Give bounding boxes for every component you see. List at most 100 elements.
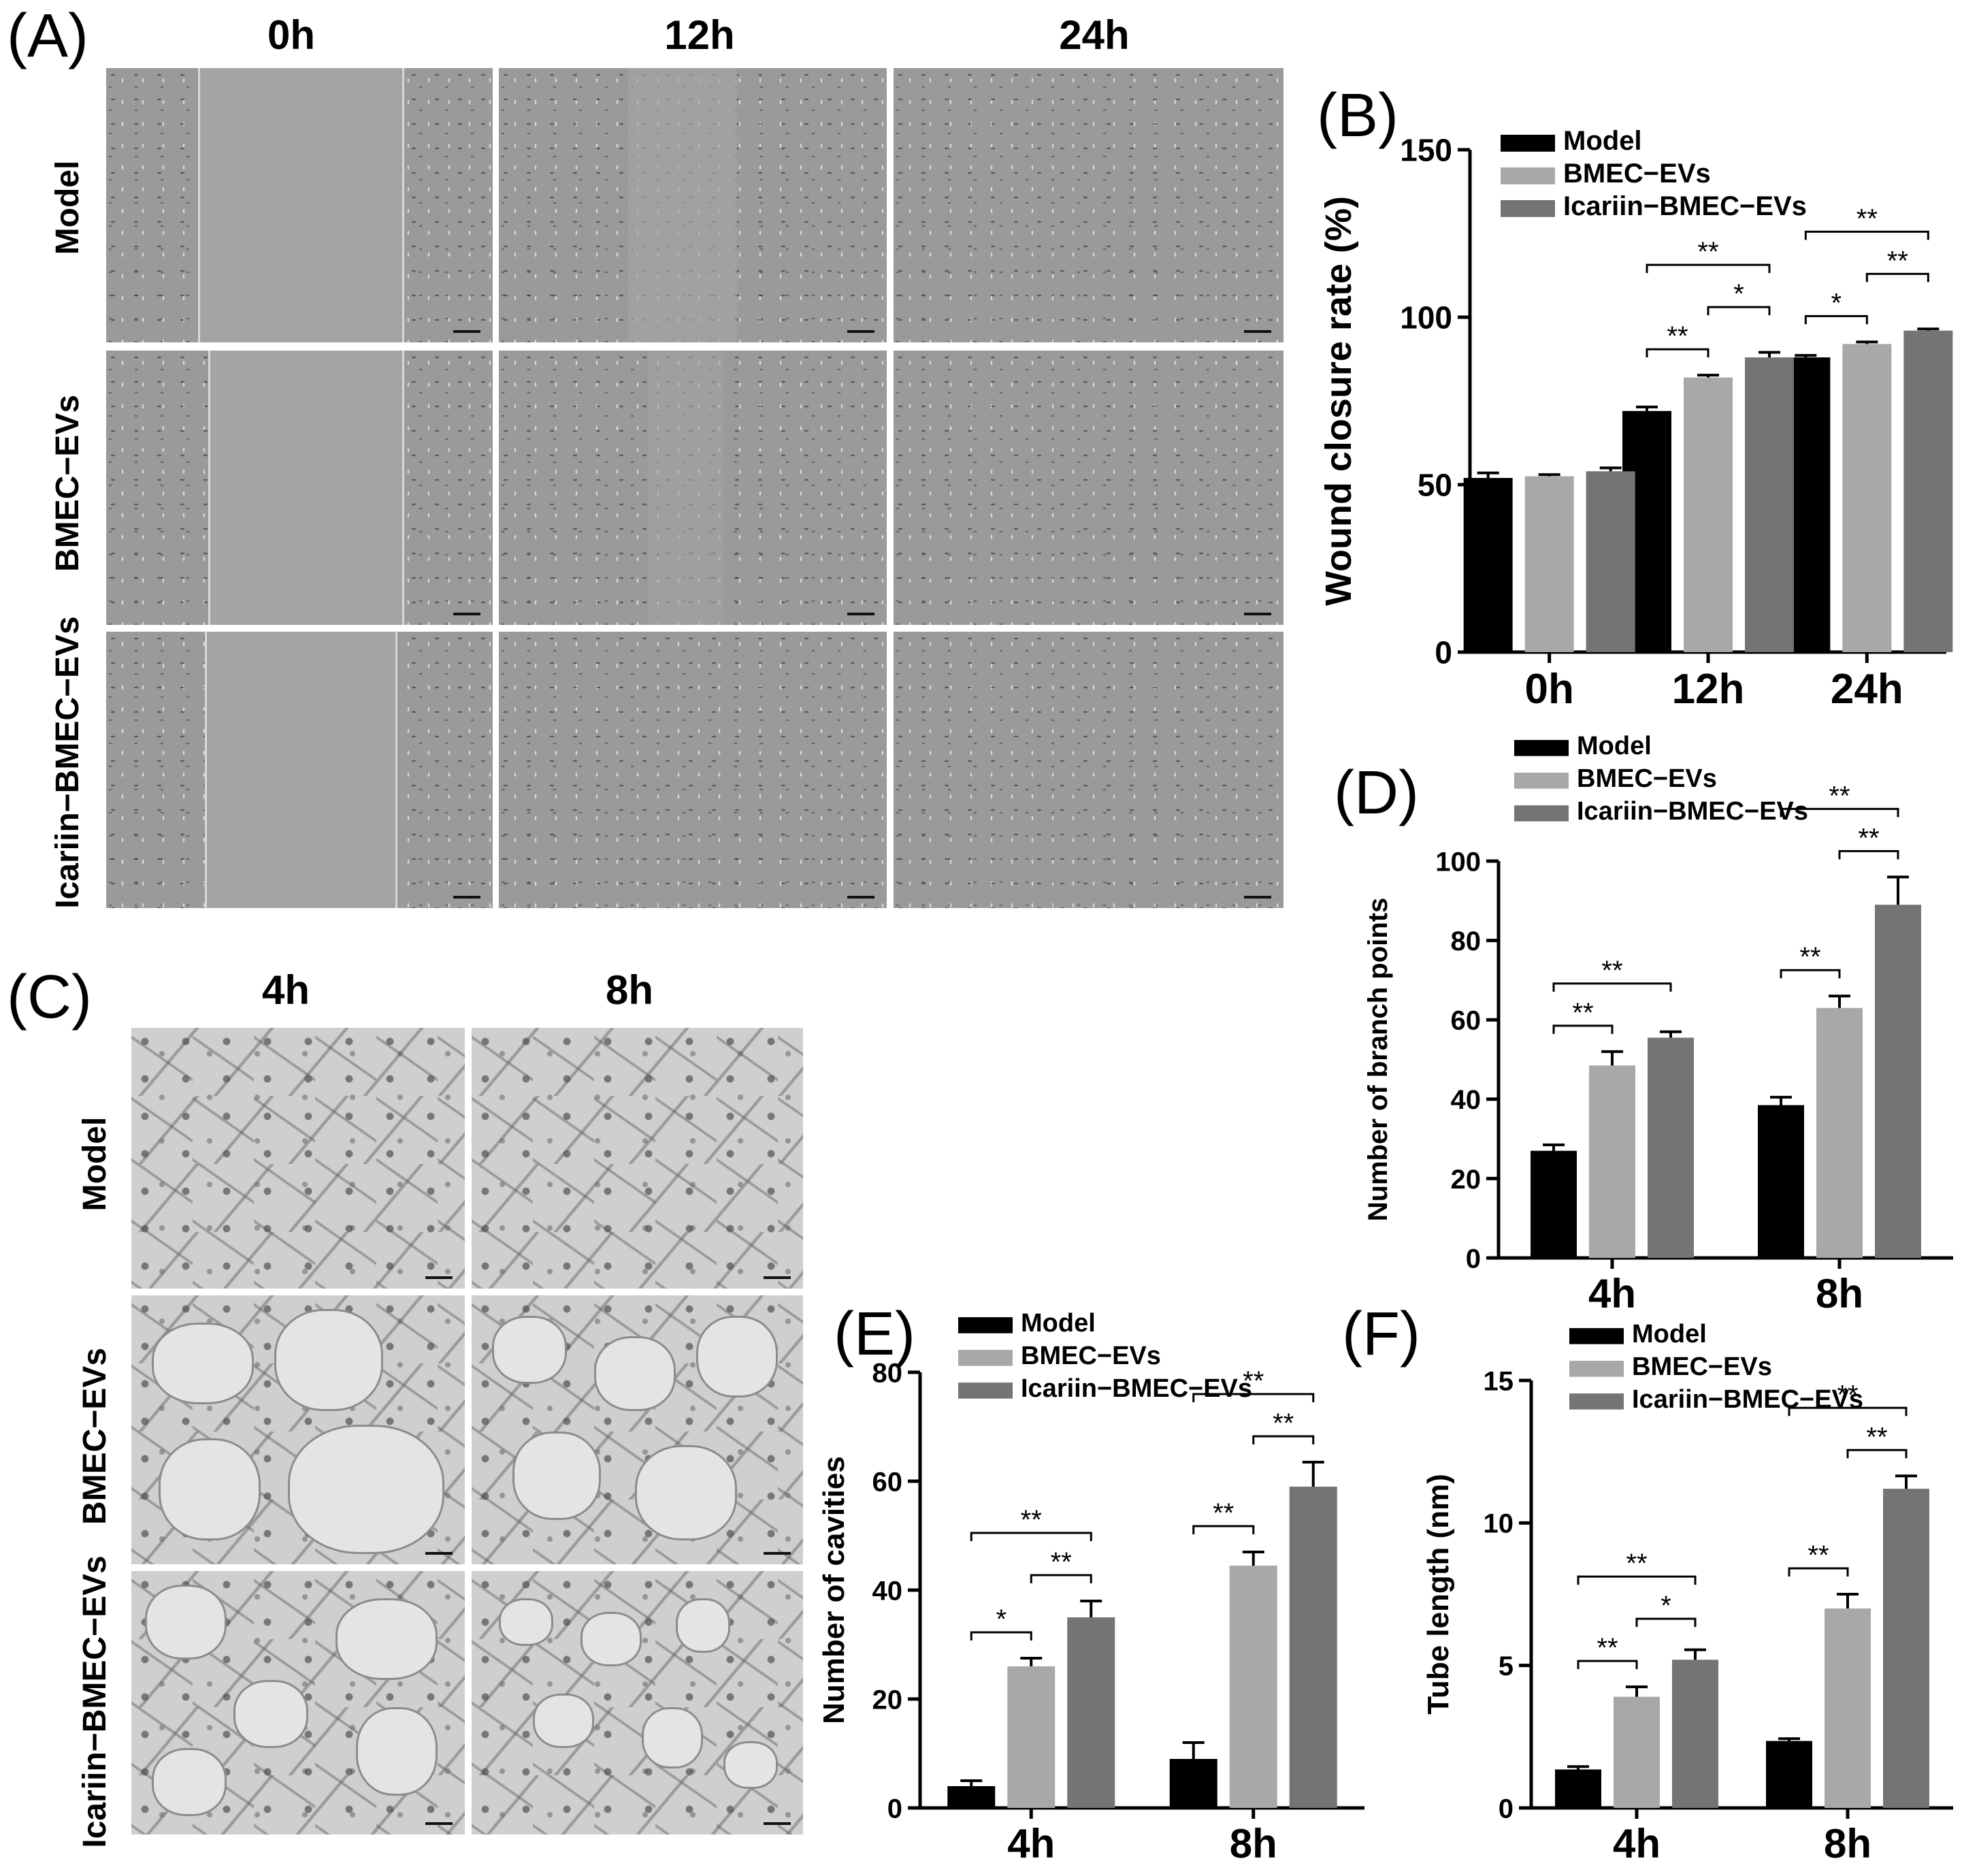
- micrograph-c-bmec-4h: [131, 1295, 465, 1564]
- panel-label-e: (E): [834, 1300, 915, 1368]
- y-tick-label-e: 40: [872, 1576, 903, 1606]
- bar-f: [1672, 1660, 1718, 1808]
- significance-label-f: **: [1808, 1540, 1829, 1570]
- y-tick-label-e: 0: [887, 1794, 902, 1824]
- micrograph-a-bmec-0h: [106, 351, 493, 625]
- panel-label-d: (D): [1334, 759, 1419, 827]
- significance-bracket-e: [1030, 1574, 1092, 1583]
- x-tick-label-b: 12h: [1672, 666, 1745, 713]
- significance-bracket-f: [1577, 1660, 1638, 1670]
- bar-d: [1816, 1007, 1863, 1258]
- significance-label-b: **: [1887, 246, 1908, 276]
- legend-label-f: BMEC−EVs: [1632, 1353, 1772, 1381]
- legend-label-b: Model: [1563, 126, 1642, 156]
- y-tick-label-f: 5: [1499, 1651, 1514, 1681]
- legend-swatch-f: [1569, 1393, 1624, 1410]
- significance-bracket-b: [1646, 348, 1710, 358]
- bar-d: [1875, 905, 1921, 1258]
- legend-swatch-b: [1501, 135, 1555, 152]
- significance-label-e: **: [1243, 1366, 1264, 1396]
- x-tick-label-b: 24h: [1831, 666, 1903, 713]
- legend-label-d: Model: [1577, 732, 1652, 760]
- legend-label-d: Icariin−BMEC−EVs: [1577, 797, 1808, 826]
- panel-a-column-0h: 0h: [267, 12, 316, 58]
- bar-e: [947, 1786, 996, 1808]
- y-tick-label-d: 40: [1451, 1085, 1482, 1115]
- bar-e: [1169, 1759, 1217, 1808]
- bar-f: [1555, 1769, 1601, 1808]
- bar-b: [1903, 330, 1953, 652]
- bar-e: [1289, 1487, 1337, 1808]
- legend-swatch-e: [958, 1382, 1013, 1399]
- panel-label-f: (F): [1342, 1300, 1420, 1368]
- significance-bracket-b: [1646, 263, 1771, 274]
- significance-label-e: **: [1051, 1547, 1072, 1577]
- micrograph-a-model-12h: [499, 68, 887, 342]
- y-axis-label-d: Number of branch points: [1363, 898, 1393, 1222]
- bar-b: [1463, 478, 1513, 652]
- significance-bracket-d: [1780, 969, 1841, 979]
- legend-swatch-d: [1514, 740, 1569, 756]
- legend-label-d: BMEC−EVs: [1577, 764, 1717, 793]
- x-tick-label-d: 8h: [1816, 1271, 1863, 1316]
- significance-label-d: **: [1829, 781, 1850, 811]
- y-tick-label-d: 20: [1451, 1165, 1482, 1195]
- y-axis-label-f: Tube length (nm): [1422, 1474, 1455, 1715]
- x-tick-label-e: 8h: [1230, 1821, 1277, 1866]
- y-tick-label-b: 50: [1418, 468, 1452, 503]
- significance-bracket-f: [1635, 1617, 1697, 1628]
- y-tick-label-b: 100: [1400, 300, 1452, 336]
- significance-bracket-f: [1846, 1449, 1908, 1459]
- legend-label-e: Model: [1021, 1309, 1096, 1338]
- significance-bracket-d: [1552, 1024, 1614, 1034]
- bar-d: [1531, 1150, 1577, 1258]
- significance-bracket-b: [1707, 306, 1771, 316]
- x-tick-label-b: 0h: [1524, 666, 1573, 713]
- y-tick-label-d: 0: [1466, 1244, 1481, 1274]
- significance-bracket-e: [1192, 1525, 1255, 1534]
- significance-label-b: **: [1667, 321, 1688, 351]
- significance-label-f: **: [1866, 1422, 1887, 1452]
- significance-label-f: **: [1837, 1380, 1858, 1410]
- significance-bracket-d: [1838, 850, 1899, 860]
- significance-bracket-e: [970, 1631, 1032, 1640]
- panel-label-b: (B): [1317, 82, 1399, 150]
- legend-label-b: BMEC−EVs: [1563, 159, 1711, 189]
- legend-label-e: BMEC−EVs: [1021, 1342, 1161, 1370]
- panel-c-column-8h: 8h: [605, 967, 654, 1013]
- significance-label-f: **: [1626, 1549, 1647, 1579]
- significance-bracket-f: [1788, 1567, 1849, 1576]
- micrograph-a-model-24h: [894, 68, 1283, 342]
- significance-label-d: **: [1601, 956, 1622, 986]
- y-tick-label-b: 150: [1400, 133, 1452, 168]
- bar-b: [1524, 476, 1574, 652]
- micrograph-a-icariin-12h: [499, 632, 887, 908]
- micrograph-a-bmec-24h: [894, 351, 1283, 625]
- y-tick-label-b: 0: [1435, 635, 1452, 670]
- legend-swatch-b: [1501, 200, 1555, 217]
- y-tick-label-e: 80: [872, 1358, 903, 1388]
- legend-swatch-f: [1569, 1361, 1624, 1377]
- legend-swatch-e: [958, 1317, 1013, 1333]
- x-tick-label-e: 4h: [1007, 1821, 1055, 1866]
- y-tick-label-f: 0: [1499, 1794, 1514, 1824]
- significance-label-b: **: [1697, 237, 1718, 267]
- bar-e: [1067, 1617, 1115, 1808]
- significance-label-e: **: [1021, 1505, 1042, 1535]
- bar-b: [1842, 344, 1892, 652]
- bar-f: [1766, 1741, 1812, 1808]
- y-tick-label-d: 80: [1451, 926, 1482, 956]
- panel-a-column-24h: 24h: [1059, 12, 1130, 58]
- panel-c-column-4h: 4h: [261, 967, 310, 1013]
- micrograph-c-icariin-8h: [472, 1571, 803, 1834]
- bar-f: [1883, 1489, 1929, 1808]
- significance-bracket-d: [1780, 807, 1899, 818]
- bar-f: [1614, 1696, 1660, 1808]
- bar-e: [1007, 1666, 1056, 1808]
- y-axis-label-b: Wound closure rate (%): [1318, 196, 1359, 606]
- micrograph-a-icariin-0h: [106, 632, 493, 908]
- panel-label-c: (C): [7, 963, 92, 1031]
- significance-label-e: *: [996, 1604, 1007, 1634]
- x-tick-label-f: 8h: [1824, 1821, 1871, 1866]
